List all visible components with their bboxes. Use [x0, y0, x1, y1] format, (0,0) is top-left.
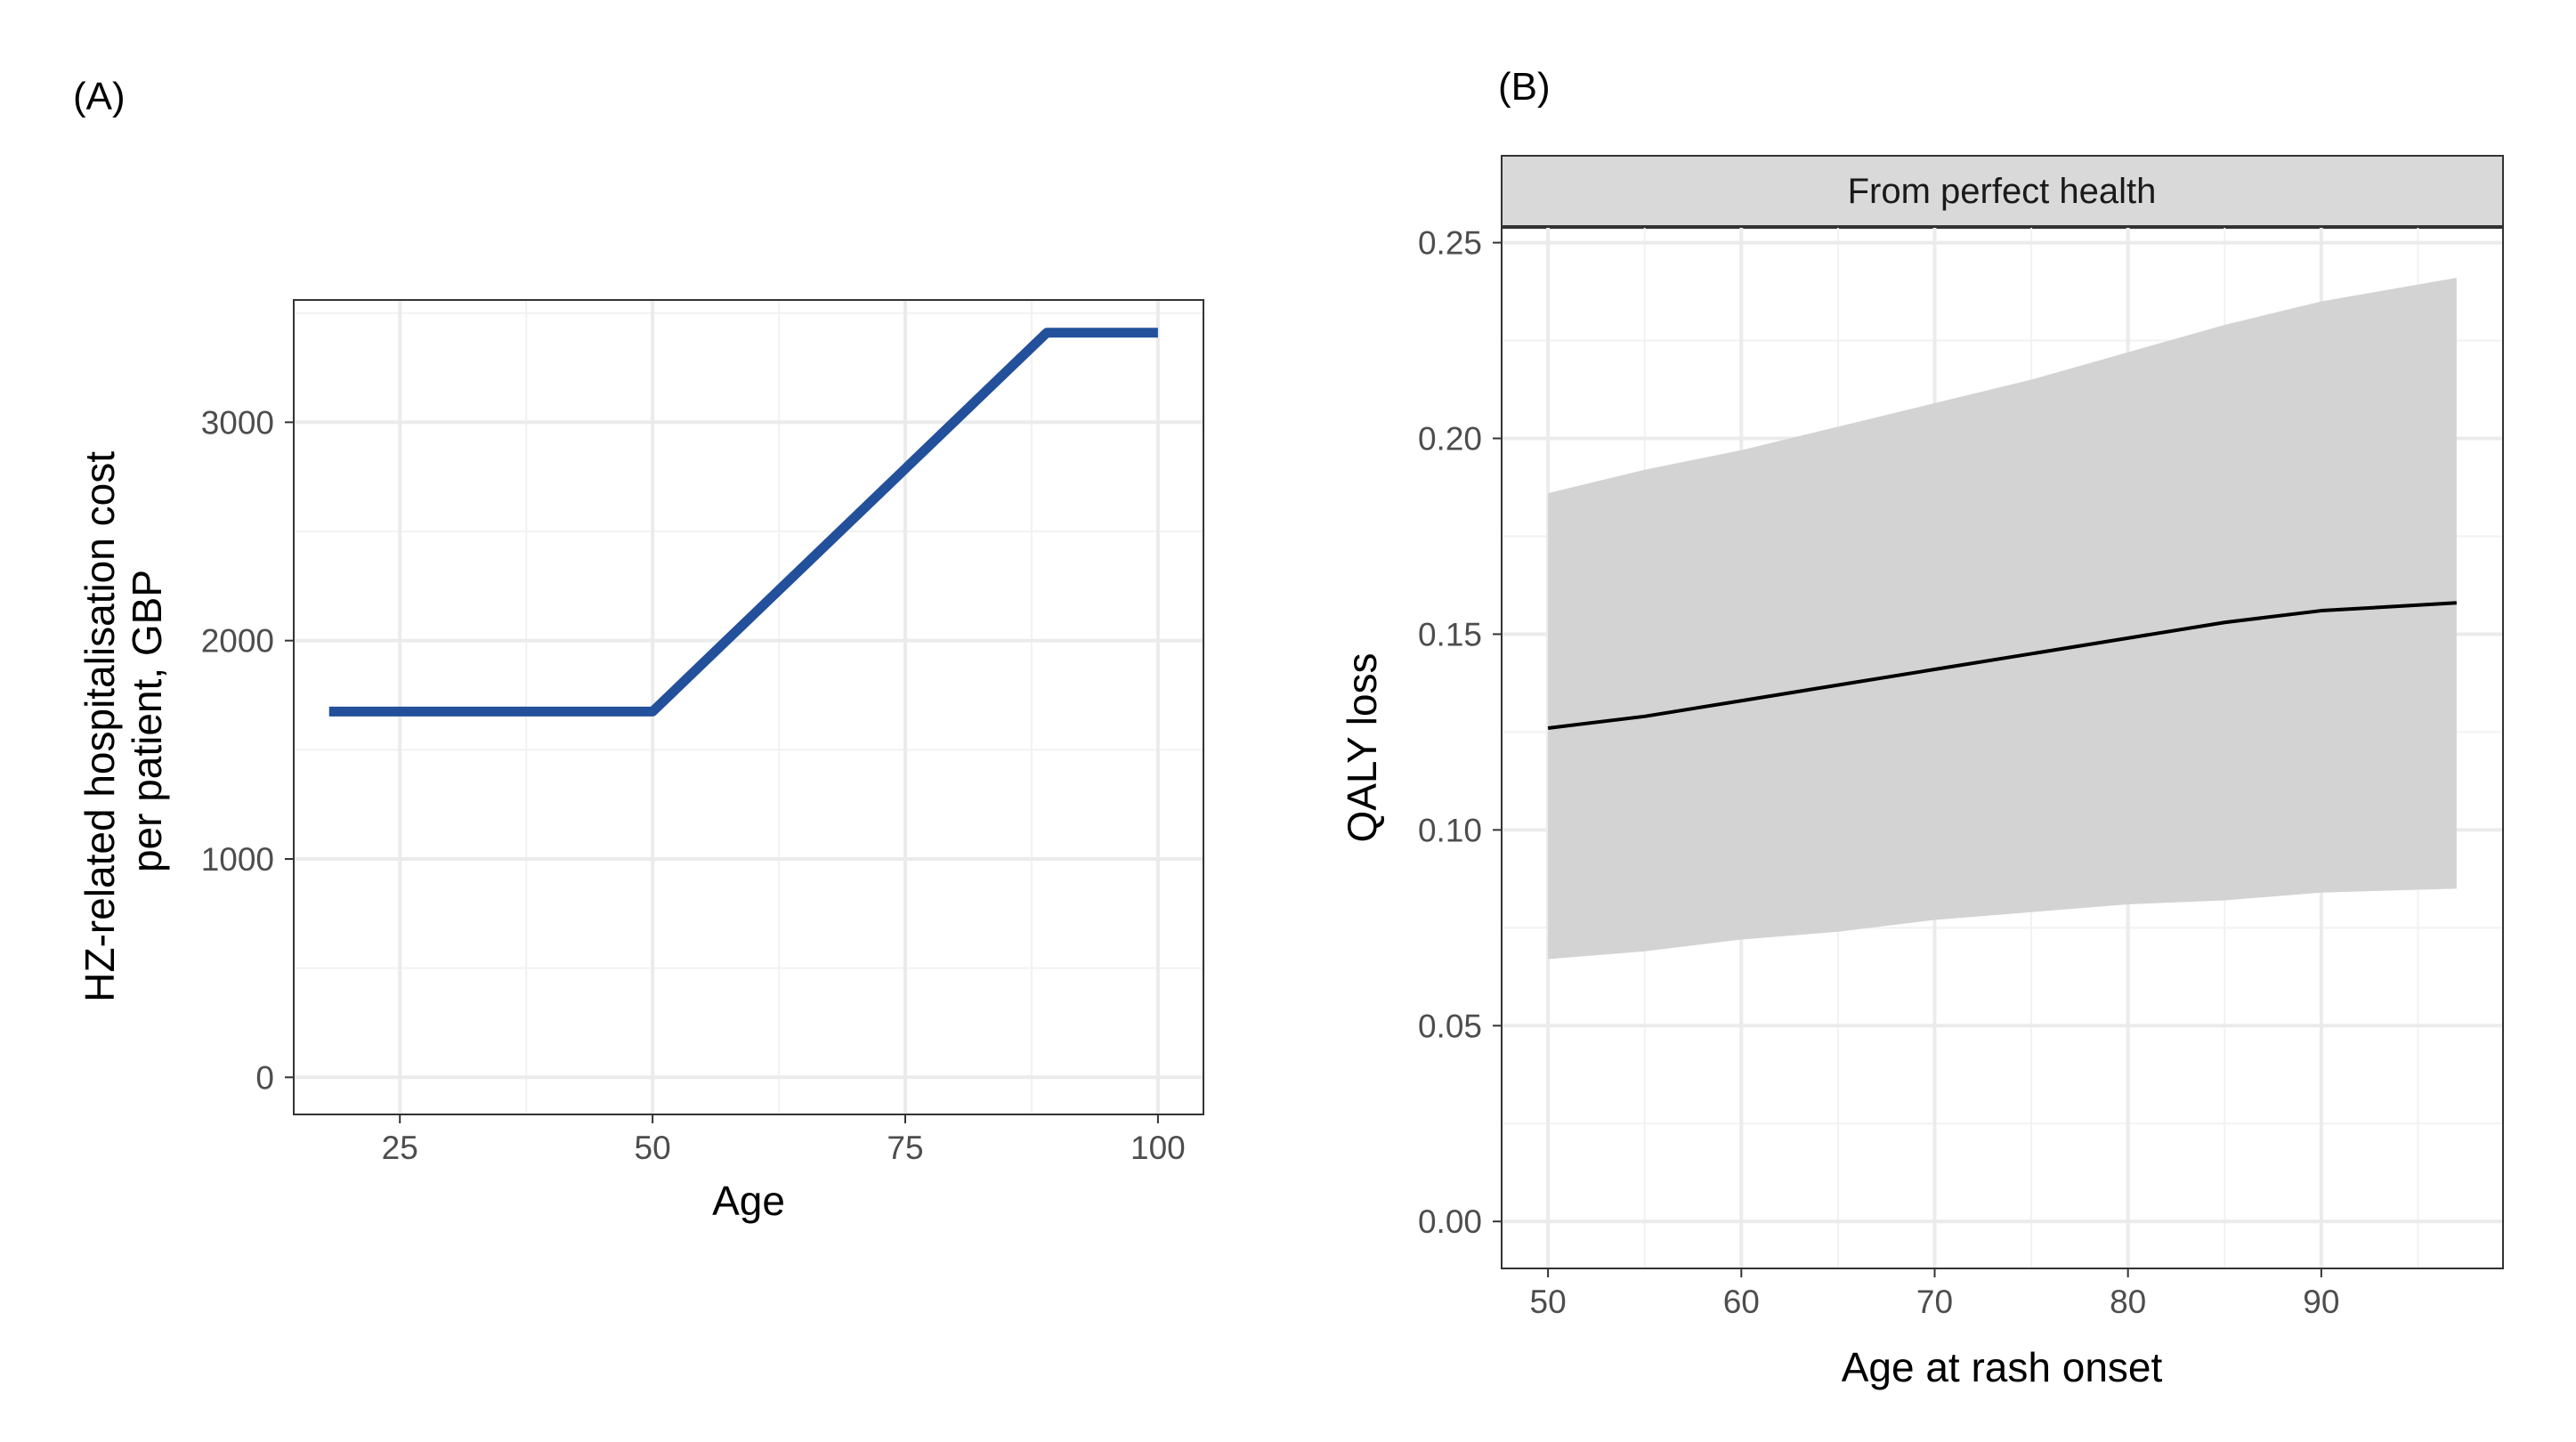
panel-b-x-axis-title: Age at rash onset	[1842, 1344, 2163, 1390]
panel-a-y-axis-title-line-1: HZ-related hospitalisation cost	[77, 451, 123, 1002]
panel-a-tag: (A)	[73, 75, 126, 118]
panel-b-border	[1501, 226, 2504, 1269]
panel-b-y-axis-title: QALY loss	[1339, 652, 1385, 842]
x-tick-label: 100	[1130, 1130, 1186, 1166]
y-tick-label: 0.15	[1418, 616, 1482, 652]
x-tick-label: 70	[1916, 1284, 1953, 1320]
panel-a-border	[293, 299, 1204, 1115]
y-tick-label: 0.05	[1418, 1008, 1482, 1044]
y-tick-label: 0	[255, 1059, 274, 1096]
x-tick-label: 90	[2303, 1284, 2339, 1320]
y-tick-label: 0.00	[1418, 1203, 1482, 1240]
panel-b-tag: (B)	[1498, 65, 1551, 109]
x-tick-label: 80	[2110, 1284, 2146, 1320]
x-tick-label: 75	[887, 1130, 923, 1166]
facet-strip-label: From perfect health	[1848, 172, 2157, 211]
panel-b-series	[1547, 278, 2457, 960]
y-tick-label: 3000	[201, 404, 274, 441]
panel-b: (B) From perfect health 50 60 70 80 90 0.00 0.…	[1339, 65, 2504, 1390]
y-tick-label: 0.10	[1418, 812, 1482, 848]
y-tick-label: 0.25	[1418, 225, 1482, 262]
x-tick-label: 50	[635, 1130, 671, 1166]
y-tick-label: 1000	[201, 841, 274, 878]
confidence-ribbon	[1548, 278, 2457, 960]
y-tick-label: 0.20	[1418, 421, 1482, 458]
panel-a-series	[328, 328, 1158, 717]
series-line	[1547, 601, 2457, 730]
x-tick-label: 25	[382, 1130, 418, 1166]
panel-b-axes: 50 60 70 80 90 0.00 0.05 0.10 0.15 0.20 0.25	[1418, 225, 2339, 1320]
panel-a-x-axis-title: Age	[712, 1178, 785, 1224]
x-tick-label: 50	[1530, 1284, 1567, 1320]
panel-a-y-axis-title-line-2: per patient, GBP	[124, 570, 170, 872]
y-tick-label: 2000	[201, 623, 274, 660]
series-line	[328, 328, 1158, 717]
panel-a-y-axis-title: HZ-related hospitalisation cost per pati…	[77, 440, 170, 1002]
x-tick-label: 60	[1723, 1284, 1760, 1320]
